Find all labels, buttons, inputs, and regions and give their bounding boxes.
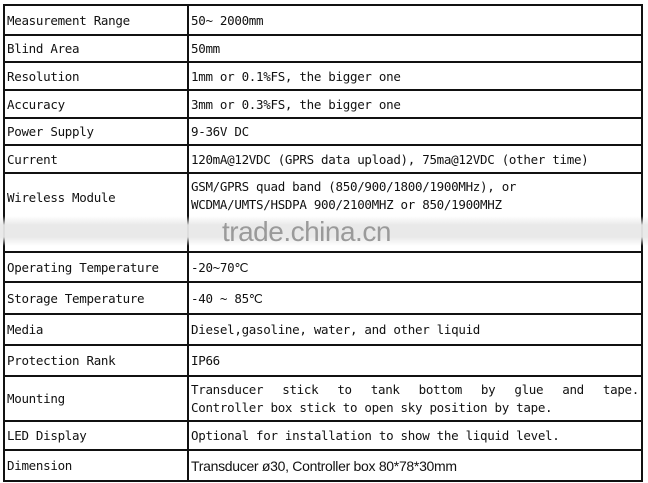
spec-value-line: Transducer stick to tank bottom by glue … bbox=[191, 381, 639, 397]
spec-key: Resolution bbox=[3, 61, 189, 91]
table-row: Protection Rank IP66 bbox=[3, 344, 643, 377]
spec-value: 50~ 2000mm bbox=[187, 4, 643, 36]
table-row: Operating Temperature -20~70℃ bbox=[3, 251, 643, 283]
spec-value: 9-36V DC bbox=[187, 117, 643, 146]
spec-key: Dimension bbox=[3, 449, 189, 482]
spec-key: Blind Area bbox=[3, 34, 189, 63]
spec-value-line: GSM/GPRS quad band (850/900/1800/1900MHz… bbox=[191, 179, 517, 194]
watermark-band: trade.china.cn bbox=[0, 216, 648, 247]
spec-value: 1mm or 0.1%FS, the bigger one bbox=[187, 61, 643, 91]
table-row: Accuracy 3mm or 0.3%FS, the bigger one bbox=[3, 89, 643, 119]
spec-value: 50mm bbox=[187, 34, 643, 63]
table-row: Media Diesel,gasoline, water, and other l… bbox=[3, 313, 643, 346]
spec-key: LED Display bbox=[3, 420, 189, 451]
spec-key: Media bbox=[3, 313, 189, 346]
table-row: Measurement Range 50~ 2000mm bbox=[3, 4, 643, 36]
spec-table: Measurement Range 50~ 2000mm Blind Area 50… bbox=[3, 4, 643, 482]
spec-key: Current bbox=[3, 144, 189, 174]
spec-value: 3mm or 0.3%FS, the bigger one bbox=[187, 89, 643, 119]
spec-key: Protection Rank bbox=[3, 344, 189, 377]
spec-key: Mounting bbox=[3, 375, 189, 422]
table-row: Storage Temperature -40 ~ 85℃ bbox=[3, 281, 643, 315]
spec-value: Transducer stick to tank bottom by glue … bbox=[187, 375, 643, 422]
spec-value: Diesel,gasoline, water, and other liquid bbox=[187, 313, 643, 346]
table-row: Mounting Transducer stick to tank bottom … bbox=[3, 375, 643, 422]
table-row: Power Supply 9-36V DC bbox=[3, 117, 643, 146]
spec-value: Transducer ø30, Controller box 80*78*30m… bbox=[187, 449, 643, 482]
table-row: Resolution 1mm or 0.1%FS, the bigger one bbox=[3, 61, 643, 91]
spec-key: Operating Temperature bbox=[3, 251, 189, 283]
spec-key: Measurement Range bbox=[3, 4, 189, 36]
watermark-text: trade.china.cn bbox=[222, 216, 391, 247]
table-row: Current 120mA@12VDC (GPRS data upload), 7… bbox=[3, 144, 643, 174]
spec-value: 120mA@12VDC (GPRS data upload), 75ma@12V… bbox=[187, 144, 643, 174]
spec-value: Optional for installation to show the li… bbox=[187, 420, 643, 451]
spec-value: -40 ~ 85℃ bbox=[187, 281, 643, 315]
spec-key: Accuracy bbox=[3, 89, 189, 119]
spec-value-line: WCDMA/UMTS/HSDPA 900/2100MHZ or 850/1900… bbox=[191, 197, 502, 212]
table-row: Blind Area 50mm bbox=[3, 34, 643, 63]
spec-key: Power Supply bbox=[3, 117, 189, 146]
spec-value: IP66 bbox=[187, 344, 643, 377]
table-row: LED Display Optional for installation to … bbox=[3, 420, 643, 451]
spec-value: -20~70℃ bbox=[187, 251, 643, 283]
spec-key: Storage Temperature bbox=[3, 281, 189, 315]
spec-value-line: Controller box stick to open sky positio… bbox=[191, 399, 553, 415]
table-row: Dimension Transducer ø30, Controller box … bbox=[3, 449, 643, 482]
